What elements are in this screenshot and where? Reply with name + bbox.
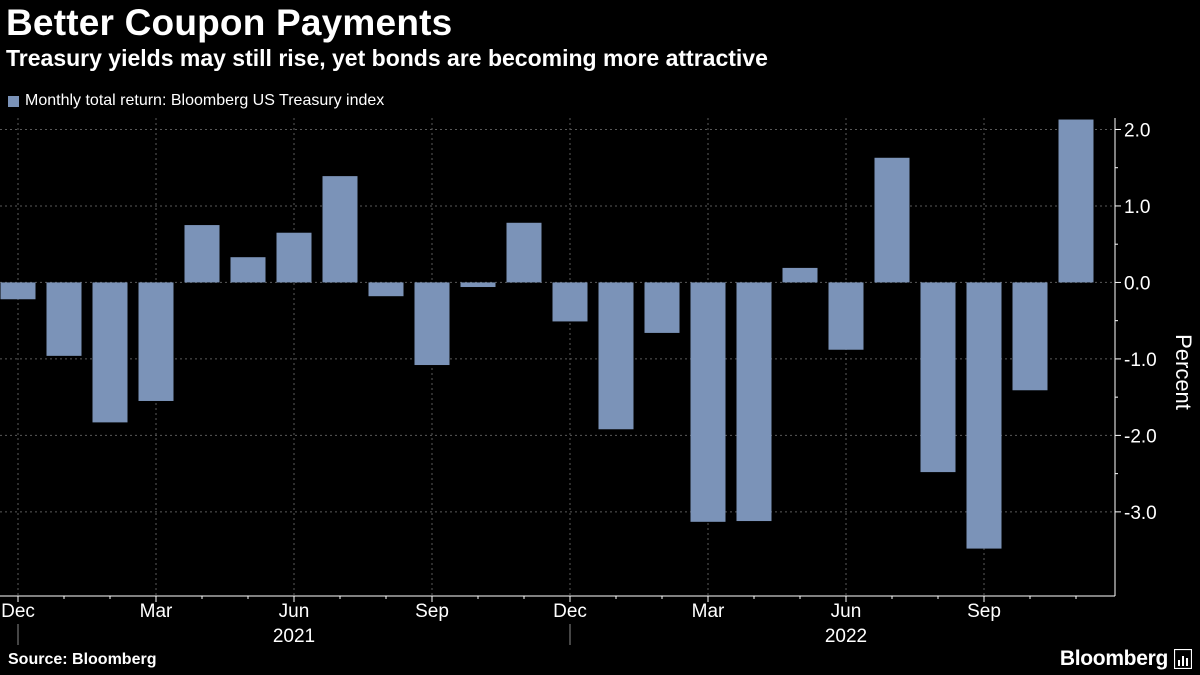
bar [552,282,588,322]
year-label: 2021 [273,626,315,647]
bar [966,282,1002,549]
bloomberg-terminal-icon [1174,649,1192,669]
bar [184,225,220,283]
y-tick-label: -3.0 [1124,503,1157,524]
x-tick-label: Sep [967,601,1001,622]
legend-label: Monthly total return: Bloomberg US Treas… [25,92,385,109]
bar [0,282,36,300]
bar [690,282,726,522]
y-tick-label: -2.0 [1124,426,1157,447]
y-axis-title: Percent [1171,334,1196,410]
y-tick-label: -1.0 [1124,350,1157,371]
x-tick-label: Jun [279,601,310,622]
label-layer: 2.0 1.0 0.0 -1.0 -2.0 -3.0 Dec Mar Jun Sep Dec Mar J… [1,120,1157,647]
bar [368,282,404,297]
bar [322,176,358,283]
x-tick-label: Jun [831,601,862,622]
bar [46,282,82,356]
y-tick-label: 1.0 [1124,197,1150,218]
axis-layer [0,118,1121,645]
bar [598,282,634,430]
bar [782,267,818,283]
bar [1012,282,1048,391]
bar [1058,119,1094,283]
year-label: 2022 [825,626,867,647]
bar-layer [0,119,1094,549]
bar [920,282,956,473]
x-tick-label: Mar [692,601,725,622]
bar [828,282,864,350]
x-tick-label: Dec [553,601,587,622]
bar [276,232,312,283]
bar [506,222,542,283]
bar [874,157,910,283]
bar [92,282,128,423]
x-tick-label: Sep [415,601,449,622]
y-tick-label: 0.0 [1124,273,1150,294]
x-tick-label: Mar [140,601,173,622]
bar [414,282,450,366]
bar [460,282,496,288]
legend-swatch [8,95,19,107]
chart-subtitle: Treasury yields may still rise, yet bond… [6,45,768,71]
bar [138,282,174,401]
brand-name: Bloomberg [1059,647,1168,670]
brand-logo: Bloomberg [1060,647,1192,671]
bar [644,282,680,333]
bar [230,257,266,283]
legend: Monthly total return: Bloomberg US Treas… [8,91,384,111]
y-tick-label: 2.0 [1124,120,1150,141]
x-tick-label: Dec [1,601,35,622]
bar [736,282,772,522]
source-note: Source: Bloomberg [8,651,157,668]
chart-title: Better Coupon Payments [6,2,453,43]
